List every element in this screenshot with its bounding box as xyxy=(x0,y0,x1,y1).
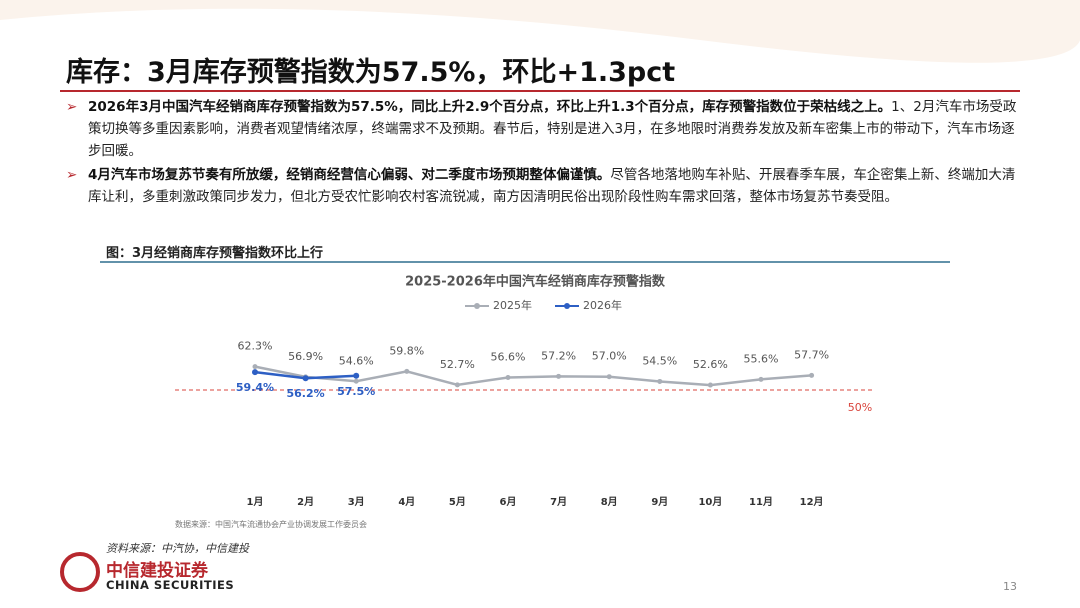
data-label: 52.7% xyxy=(440,358,475,371)
chart-title: 2025-2026年中国汽车经销商库存预警指数 xyxy=(405,274,666,290)
data-label: 57.2% xyxy=(541,349,576,362)
data-label: 62.3% xyxy=(238,340,273,353)
logo-mark xyxy=(60,552,100,592)
point xyxy=(454,382,460,388)
x-tick-label: 3月 xyxy=(348,496,365,508)
bullet-text: 尽管各地落地购车补贴、开展春季车展，车企密集上新、终端加大清库让利，多重刺激政策… xyxy=(88,167,1016,205)
point xyxy=(353,378,359,384)
x-tick-label: 11月 xyxy=(749,496,773,508)
series-line xyxy=(254,365,812,387)
x-tick-label: 2月 xyxy=(297,496,314,508)
x-tick-label: 12月 xyxy=(800,496,824,508)
point xyxy=(657,378,663,384)
logo-english: CHINA SECURITIES xyxy=(106,578,235,592)
data-label: 52.6% xyxy=(693,358,728,371)
legend-swatch xyxy=(564,303,570,309)
x-tick-label: 6月 xyxy=(500,496,517,508)
x-tick-label: 7月 xyxy=(550,496,567,508)
legend-label: 2026年 xyxy=(583,298,622,312)
logo-name: 中信建投证券 xyxy=(106,561,208,581)
bullet: 4月汽车市场复苏节奏有所放缓，经销商经营信心偏弱、对二季度市场预期整体偏谨慎。尽… xyxy=(66,164,1026,208)
bullets: 2026年3月中国汽车经销商库存预警指数为57.5%，同比上升2.9个百分点，环… xyxy=(66,96,1026,210)
data-label: 56.2% xyxy=(287,387,325,400)
point xyxy=(302,375,309,382)
point xyxy=(809,372,815,378)
legend-label: 2025年 xyxy=(493,298,532,312)
data-label: 57.5% xyxy=(337,385,375,398)
point xyxy=(556,373,562,379)
threshold-label: 50% xyxy=(848,401,872,414)
data-label: 54.5% xyxy=(642,354,677,367)
data-label: 55.6% xyxy=(744,352,779,365)
x-tick-label: 9月 xyxy=(651,496,668,508)
legend-swatch xyxy=(474,303,480,309)
bullet-bold: 4月汽车市场复苏节奏有所放缓，经销商经营信心偏弱、对二季度市场预期整体偏谨慎。 xyxy=(88,167,611,183)
point xyxy=(707,382,713,388)
slide-title: 库存：3月库存预警指数为57.5%，环比+1.3pct xyxy=(66,57,676,88)
decor xyxy=(0,0,1080,63)
bullet: 2026年3月中国汽车经销商库存预警指数为57.5%，同比上升2.9个百分点，环… xyxy=(66,96,1026,162)
point xyxy=(606,374,612,380)
point xyxy=(505,374,511,380)
point xyxy=(404,368,410,374)
title-rule xyxy=(60,90,1020,92)
data-source: 数据来源：中国汽车流通协会产业协调发展工作委员会 xyxy=(175,520,367,529)
x-tick-label: 1月 xyxy=(247,496,264,508)
data-label: 59.4% xyxy=(236,381,274,394)
x-tick-label: 8月 xyxy=(601,496,618,508)
source: 资料来源：中汽协，中信建投 xyxy=(106,542,249,555)
bullet-text: 1、2月汽车市场受政策切换等多重因素影响，消费者观望情绪浓厚，终端需求不及预期。… xyxy=(88,99,1017,159)
x-tick-label: 10月 xyxy=(698,496,722,508)
point xyxy=(353,372,360,379)
point xyxy=(758,376,764,382)
data-label: 54.6% xyxy=(339,354,374,367)
data-label: 56.6% xyxy=(491,350,526,363)
data-label: 57.0% xyxy=(592,350,627,363)
data-label: 59.8% xyxy=(389,344,424,357)
x-tick-label: 5月 xyxy=(449,496,466,508)
page-number: 13 xyxy=(1003,580,1017,593)
point xyxy=(252,369,258,376)
bullet-bold: 2026年3月中国汽车经销商库存预警指数为57.5%，同比上升2.9个百分点，环… xyxy=(88,99,892,115)
x-tick-label: 4月 xyxy=(398,496,415,508)
point xyxy=(252,364,258,370)
data-label: 56.9% xyxy=(288,350,323,363)
data-label: 57.7% xyxy=(794,348,829,361)
figure-caption: 图：3月经销商库存预警指数环比上行 xyxy=(106,246,324,261)
